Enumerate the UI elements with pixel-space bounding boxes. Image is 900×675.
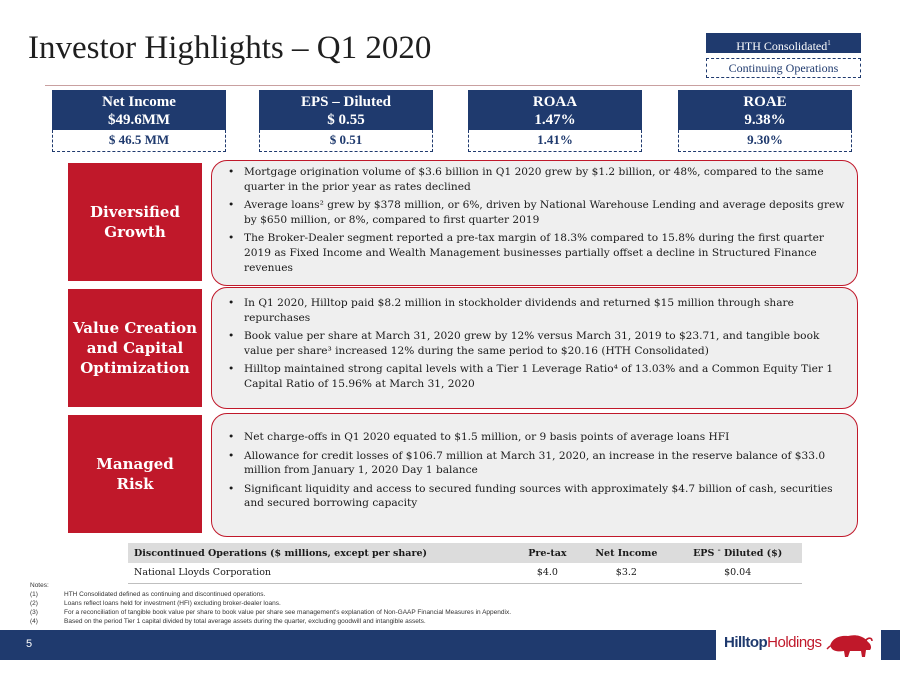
metric-net-income: Net Income $49.6MM $ 46.5 MM (52, 90, 226, 152)
bison-icon (826, 635, 873, 657)
discontinued-operations-table: Discontinued Operations ($ millions, exc… (128, 543, 802, 584)
table-cell: National Lloyds Corporation (128, 563, 516, 584)
legend-continuing: Continuing Operations (706, 58, 861, 78)
bullet-item: Significant liquidity and access to secu… (226, 482, 845, 511)
metric-label: ROAA (532, 94, 578, 110)
footnote-item: (1) HTH Consolidated defined as continuin… (30, 590, 511, 599)
section-label-diversified-growth: Diversified Growth (68, 163, 202, 281)
footnote-text: HTH Consolidated defined as continuing a… (64, 591, 266, 598)
legend-consolidated-footnote: 1 (827, 39, 831, 47)
metric-eps-diluted: EPS – Diluted $ 0.55 $ 0.51 (259, 90, 433, 152)
legend-consolidated: HTH Consolidated1 (706, 33, 861, 53)
legend-consolidated-label: HTH Consolidated (736, 39, 828, 53)
metric-roae: ROAE 9.38% 9.30% (678, 90, 852, 152)
metric-continuing-value: 1.41% (468, 130, 642, 152)
footnote-number: (2) (30, 600, 38, 607)
table-header-eps-dash: – (717, 546, 721, 554)
bullet-item: Mortgage origination volume of $3.6 bill… (226, 165, 845, 194)
metric-consolidated: EPS – Diluted $ 0.55 (259, 90, 433, 130)
table-header-eps-suffix: Diluted ($) (723, 548, 783, 560)
bullet-item: Net charge-offs in Q1 2020 equated to $1… (226, 430, 845, 445)
metric-roaa: ROAA 1.47% 1.41% (468, 90, 642, 152)
table-header-row: Discontinued Operations ($ millions, exc… (128, 543, 802, 563)
bullet-item: In Q1 2020, Hilltop paid $8.2 million in… (226, 296, 845, 325)
metric-continuing-value: 9.30% (678, 130, 852, 152)
footnote-item: (4) Based on the period Tier 1 capital di… (30, 617, 511, 626)
footnotes-heading: Notes: (30, 582, 49, 589)
table-header: Pre-tax (515, 543, 580, 563)
metric-value: 1.47% (534, 112, 576, 128)
bullet-list: In Q1 2020, Hilltop paid $8.2 million in… (226, 296, 845, 392)
metric-consolidated: ROAA 1.47% (468, 90, 642, 130)
metric-value: $ 0.55 (327, 112, 365, 128)
metric-continuing-value: $ 46.5 MM (52, 130, 226, 152)
footnote-number: (3) (30, 609, 38, 616)
page-title: Investor Highlights – Q1 2020 (28, 30, 432, 66)
bullet-list: Mortgage origination volume of $3.6 bill… (226, 165, 845, 275)
table-header-eps: EPS – Diluted ($) (673, 543, 802, 563)
logo-bold-text: Hilltop (724, 634, 768, 651)
table-row: National Lloyds Corporation $4.0 $3.2 $0… (128, 563, 802, 584)
metric-label: Net Income (102, 94, 176, 110)
logo-light-text: Holdings (767, 634, 822, 651)
section-label-managed-risk: Managed Risk (68, 415, 202, 533)
metric-label: EPS – Diluted (300, 94, 391, 110)
footnote-text: For a reconciliation of tangible book va… (64, 609, 511, 616)
table-cell: $4.0 (515, 563, 580, 584)
footnote-number: (1) (30, 591, 38, 598)
metric-consolidated: Net Income $49.6MM (52, 90, 226, 130)
section-panel-value-creation: In Q1 2020, Hilltop paid $8.2 million in… (211, 287, 858, 409)
footnote-item: (2) Loans reflect loans held for investme… (30, 599, 511, 608)
section-panel-managed-risk: Net charge-offs in Q1 2020 equated to $1… (211, 413, 858, 537)
bullet-item: Book value per share at March 31, 2020 g… (226, 329, 845, 358)
metric-label: ROAE (743, 94, 787, 110)
metric-value: 9.38% (744, 112, 786, 128)
footnote-item: (3) For a reconciliation of tangible book… (30, 608, 511, 617)
bullet-item: Allowance for credit losses of $106.7 mi… (226, 449, 845, 478)
page-number: 5 (26, 638, 33, 650)
table-header: Net Income (579, 543, 674, 563)
table-cell: $3.2 (579, 563, 674, 584)
footnote-text: Based on the period Tier 1 capital divid… (64, 618, 426, 625)
bullet-list: Net charge-offs in Q1 2020 equated to $1… (226, 430, 845, 511)
metric-consolidated: ROAE 9.38% (678, 90, 852, 130)
metric-value: $49.6MM (107, 112, 171, 128)
table-cell: $0.04 (673, 563, 802, 584)
section-label-value-creation: Value Creation and Capital Optimization (68, 289, 202, 407)
metric-continuing-value: $ 0.51 (259, 130, 433, 152)
footnotes: Notes: (1) HTH Consolidated defined as co… (30, 581, 511, 626)
bullet-item: Hilltop maintained strong capital levels… (226, 362, 845, 391)
company-logo: HilltopHoldings (724, 634, 822, 651)
bullet-item: The Broker-Dealer segment reported a pre… (226, 231, 845, 275)
table-header-eps-label: EPS (693, 548, 715, 560)
footnote-number: (4) (30, 618, 38, 625)
title-divider (45, 85, 860, 86)
section-panel-diversified-growth: Mortgage origination volume of $3.6 bill… (211, 160, 858, 286)
footnote-text: Loans reflect loans held for investment … (64, 600, 281, 607)
bullet-item: Average loans² grew by $378 million, or … (226, 198, 845, 227)
table-header: Discontinued Operations ($ millions, exc… (128, 543, 516, 563)
